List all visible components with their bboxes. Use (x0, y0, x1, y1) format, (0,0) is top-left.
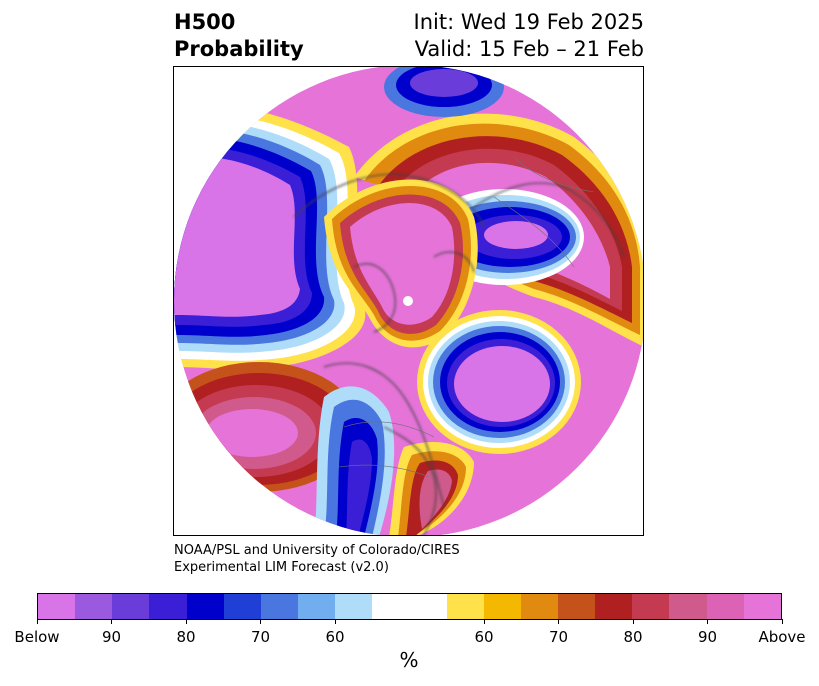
colorbar-swatch (446, 594, 484, 619)
title-left: H500 Probability (174, 9, 304, 63)
title-product-name: Probability (174, 37, 304, 61)
valid-range: Valid: 15 Feb – 21 Feb (414, 37, 644, 61)
colorbar-swatch (335, 594, 373, 619)
colorbar-unit: % (399, 648, 419, 672)
above-southeast-us (389, 442, 474, 535)
credit-line-2: Experimental LIM Forecast (v2.0) (174, 560, 389, 575)
colorbar-tick-label: 90 (101, 628, 122, 646)
colorbar-tick-mark (185, 619, 187, 624)
colorbar-tick-label: 80 (176, 628, 196, 646)
colorbar-swatch (669, 594, 707, 619)
credit-text: NOAA/PSL and University of Colorado/CIRE… (174, 542, 460, 576)
colorbar-tick-mark (707, 619, 708, 624)
colorbar-swatch (706, 594, 744, 619)
colorbar-tick-label: 70 (548, 628, 569, 646)
colorbar-tick-mark (483, 619, 485, 624)
colorbar-tick-label: Above (758, 628, 806, 646)
colorbar-tick-label: Below (14, 628, 60, 646)
colorbar-tick-mark (781, 619, 783, 624)
colorbar-swatch (260, 594, 298, 619)
colorbar (37, 593, 782, 620)
below-western-us (314, 386, 395, 535)
title-right: Init: Wed 19 Feb 2025 Valid: 15 Feb – 21… (414, 9, 644, 63)
colorbar-tick-mark (632, 619, 634, 624)
pole-marker (403, 296, 413, 306)
colorbar-tick-mark (36, 619, 38, 624)
colorbar-swatch (743, 594, 781, 619)
colorbar-swatch (595, 594, 633, 619)
colorbar-swatch (483, 594, 521, 619)
colorbar-tick-label: 90 (697, 628, 718, 646)
colorbar-swatch (38, 594, 76, 619)
colorbar-swatch (149, 594, 187, 619)
colorbar-swatch (297, 594, 336, 619)
below-north-atlantic (417, 310, 581, 454)
colorbar-swatch (557, 594, 596, 619)
title-field-name: H500 (174, 10, 236, 34)
colorbar-tick-label: 70 (250, 628, 271, 646)
map-disc (174, 67, 643, 535)
colorbar-swatch (632, 594, 670, 619)
borders (338, 156, 595, 478)
colorbar-swatch (520, 594, 558, 619)
colorbar-tick-mark (111, 619, 112, 624)
colorbar-swatch (75, 594, 113, 619)
coastlines (293, 173, 625, 535)
colorbar-swatch (409, 594, 447, 619)
colorbar-tick-label: 80 (623, 628, 643, 646)
colorbar-tick-label: 60 (325, 628, 345, 646)
colorbar-tick-mark (260, 619, 261, 624)
colorbar-tick-mark (558, 619, 559, 624)
probability-map (174, 67, 643, 535)
map-panel (173, 66, 644, 536)
colorbar-tick-label: 60 (474, 628, 494, 646)
colorbar-tick-mark (334, 619, 336, 624)
init-date: Init: Wed 19 Feb 2025 (413, 10, 644, 34)
credit-line-1: NOAA/PSL and University of Colorado/CIRE… (174, 543, 460, 558)
colorbar-swatch (186, 594, 224, 619)
colorbar-swatch (112, 594, 150, 619)
colorbar-swatch (223, 594, 261, 619)
above-arctic-north-america (324, 179, 478, 348)
colorbar-swatch (372, 594, 410, 619)
